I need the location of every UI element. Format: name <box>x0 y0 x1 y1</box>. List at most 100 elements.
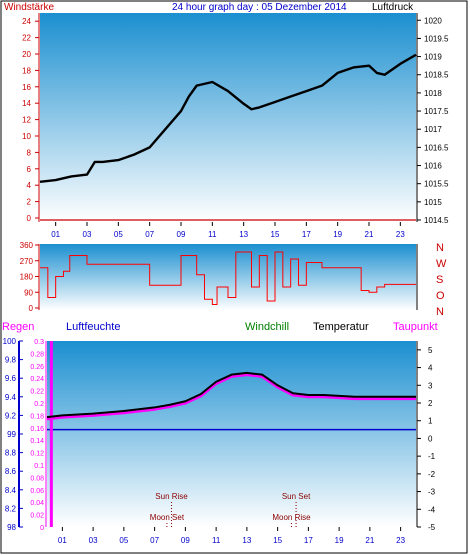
humidity-tick-label: 9.4 <box>5 393 17 402</box>
pressure-tick-label: 1018 <box>424 89 442 98</box>
temperature-tick-label: 5 <box>428 346 433 355</box>
hour-tick-label: 01 <box>58 536 67 545</box>
wind-speed-axis-title: Windstärke <box>4 2 54 13</box>
temperature-tick-label: 2 <box>428 399 433 408</box>
rain-tick-label: 0.16 <box>30 426 44 433</box>
temperature-tick-label: 4 <box>428 364 433 373</box>
hour-tick-label: 11 <box>212 536 221 545</box>
pressure-series <box>39 53 417 221</box>
wind-speed-tick-label: 10 <box>22 132 31 141</box>
sun-rise-label: Sun Rise <box>155 492 188 501</box>
humidity-tick-label: 8.4 <box>5 486 17 495</box>
sun-set-label: Sun Set <box>282 492 311 501</box>
compass-label: W <box>436 258 447 270</box>
humidity-tick-label: 99 <box>7 430 16 439</box>
hour-tick-label: 07 <box>145 230 154 239</box>
hour-tick-label: 21 <box>365 536 374 545</box>
chart-title: 24 hour graph day : 05 Dezember 2014 <box>172 2 347 13</box>
rain-tick-label: 0 <box>40 525 44 532</box>
temperature-tick-label: -4 <box>428 505 436 514</box>
humidity-legend: Luftfeuchte <box>66 321 120 333</box>
wind-direction-tick-label: 180 <box>20 273 34 282</box>
humidity-tick-label: 9.8 <box>5 356 17 365</box>
wind-direction-tick-label: 270 <box>20 257 34 266</box>
rain-tick-label: 0.2 <box>34 401 44 408</box>
pressure-tick-label: 1015 <box>424 198 442 207</box>
rain-tick-label: 0.28 <box>30 351 44 358</box>
pressure-axis-title: Luftdruck <box>372 2 414 13</box>
rain-tick-label: 0.08 <box>30 475 44 482</box>
humidity-ticks: 98 8.2 8.4 8.6 8.8 99 9.2 9.4 9.6 9.8 100 <box>3 337 23 532</box>
humidity-tick-label: 100 <box>3 337 17 346</box>
hour-tick-label: 03 <box>83 230 92 239</box>
humidity-tick-label: 9.6 <box>5 374 17 383</box>
temperature-legend: Temperatur <box>313 321 369 333</box>
pressure-tick-label: 1014.5 <box>424 216 449 225</box>
wind-direction-ticks: 0 90 180 270 360 <box>20 241 40 313</box>
wind-speed-tick-label: 18 <box>22 66 31 75</box>
wind-speed-tick-label: 8 <box>27 148 32 157</box>
pressure-tick-label: 1019 <box>424 53 442 62</box>
rain-tick-label: 0.3 <box>34 339 44 346</box>
hour-tick-label: 03 <box>89 536 98 545</box>
hour-tick-label: 23 <box>396 230 405 239</box>
wind-direction-tick-label: 0 <box>29 304 34 313</box>
rain-tick-label: 0.24 <box>30 376 44 383</box>
temperature-series <box>46 341 416 527</box>
wind-speed-tick-label: 6 <box>27 165 32 174</box>
wind-speed-tick-label: 4 <box>27 181 32 190</box>
temperature-tick-label: 3 <box>428 381 433 390</box>
pressure-tick-label: 1018.5 <box>424 71 449 80</box>
wind-speed-tick-label: 2 <box>27 198 32 207</box>
hour-tick-label: 17 <box>304 536 313 545</box>
hour-tick-label: 15 <box>271 230 280 239</box>
rain-tick-label: 0.02 <box>30 513 44 520</box>
temperature-tick-label: -1 <box>428 452 436 461</box>
wind-speed-tick-label: 22 <box>22 34 31 43</box>
compass-label: S <box>436 274 443 286</box>
dewpoint-line <box>46 373 416 421</box>
temperature-line <box>46 371 416 419</box>
rain-bar <box>49 341 53 527</box>
hour-tick-label: 05 <box>119 536 128 545</box>
hour-tick-label: 19 <box>335 536 344 545</box>
wind-speed-tick-label: 16 <box>22 83 31 92</box>
hour-tick-label: 01 <box>51 230 60 239</box>
pressure-tick-label: 1015.5 <box>424 180 449 189</box>
hour-tick-label: 05 <box>114 230 123 239</box>
wind-speed-tick-label: 20 <box>22 50 31 59</box>
wind-speed-tick-label: 0 <box>27 214 32 223</box>
pressure-plot-area <box>40 13 416 222</box>
pressure-tick-label: 1019.5 <box>424 34 449 43</box>
hour-tick-label: 09 <box>181 536 190 545</box>
humidity-tick-label: 8.8 <box>5 449 17 458</box>
temperature-tick-label: -5 <box>428 523 436 532</box>
temperature-tick-label: -2 <box>428 470 436 479</box>
compass-label: N <box>436 306 444 318</box>
rain-tick-label: 0.22 <box>30 389 44 396</box>
hour-tick-label: 19 <box>333 230 342 239</box>
wind-direction-line <box>40 251 416 305</box>
astro-events: Sun Rise Sun Set Moon Set Moon Rise <box>150 492 311 527</box>
moon-rise-label: Moon Rise <box>272 513 311 522</box>
pressure-tick-label: 1016.5 <box>424 143 449 152</box>
temperature-tick-label: 0 <box>428 434 433 443</box>
temperature-plot-area <box>47 341 416 527</box>
wind-speed-tick-label: 14 <box>22 99 31 108</box>
pressure-tick-label: 1017 <box>424 125 442 134</box>
pressure-line <box>39 53 417 184</box>
hour-tick-label: 13 <box>239 230 248 239</box>
wind-direction-series <box>40 251 416 305</box>
dewpoint-legend: Taupunkt <box>393 321 438 333</box>
compass-label: N <box>436 242 444 254</box>
rain-tick-label: 0.04 <box>30 500 44 507</box>
humidity-tick-label: 8.2 <box>5 504 17 513</box>
rain-tick-label: 0.26 <box>30 364 44 371</box>
hour-tick-label: 21 <box>365 230 374 239</box>
pressure-tick-label: 1016 <box>424 162 442 171</box>
